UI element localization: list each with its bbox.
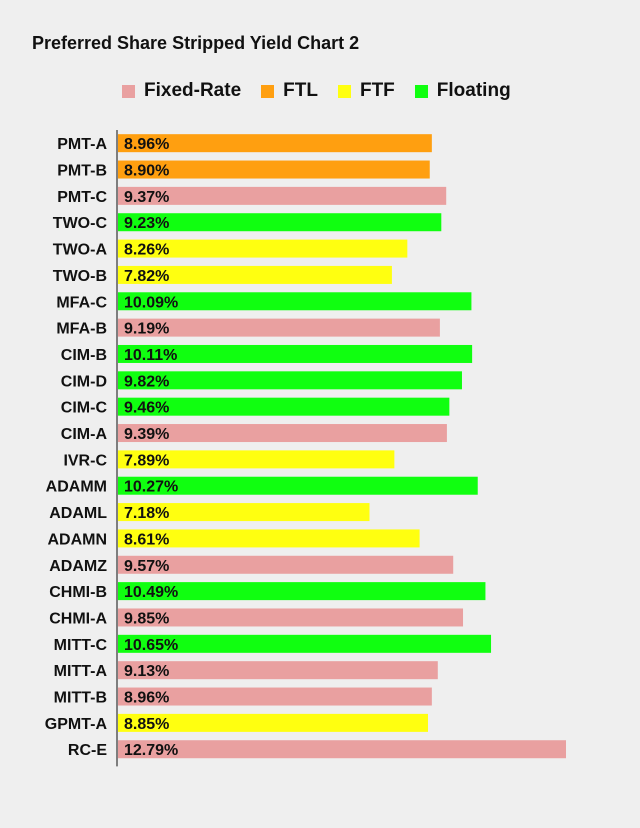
bar-data-label: 9.57% <box>124 558 169 575</box>
bar-data-label: 8.85% <box>124 716 169 733</box>
bar-data-label: 9.13% <box>124 663 169 680</box>
y-tick-label: MFA-B <box>56 321 107 338</box>
bar-adaml <box>118 503 370 522</box>
y-tick-label: CIM-A <box>61 426 108 443</box>
y-tick-label: ADAMN <box>47 531 107 548</box>
bar-data-label: 10.11% <box>124 347 177 364</box>
bar-data-label: 9.82% <box>124 373 169 390</box>
bar-data-label: 9.46% <box>124 400 169 417</box>
bar-chmi-a <box>118 608 464 627</box>
legend: Fixed-Rate FTL FTF Floating <box>122 80 531 102</box>
y-tick-label: CIM-D <box>61 373 107 390</box>
bar-data-label: 9.37% <box>124 189 169 206</box>
y-tick-label: PMT-A <box>57 136 107 153</box>
bar-data-label: 12.79% <box>124 742 178 759</box>
bar-cim-c <box>118 397 450 416</box>
bar-cim-d <box>118 371 462 390</box>
bar-ivr-c <box>118 450 395 469</box>
bar-pmt-b <box>118 160 430 179</box>
y-tick-label: ADAML <box>49 505 107 522</box>
legend-label-floating: Floating <box>436 80 511 101</box>
y-tick-label: CIM-C <box>61 400 108 417</box>
bar-two-c <box>118 213 442 232</box>
bar-data-label: 8.96% <box>124 136 169 153</box>
bar-data-label: 10.65% <box>124 637 178 654</box>
bar-mfa-b <box>118 318 440 337</box>
y-tick-label: MFA-C <box>56 294 107 311</box>
bar-data-label: 9.39% <box>124 426 169 443</box>
bar-data-label: 8.96% <box>124 690 169 707</box>
bar-adamn <box>118 529 420 548</box>
bar-data-label: 9.85% <box>124 610 169 627</box>
y-tick-label: GPMT-A <box>45 716 108 733</box>
y-tick-label: MITT-A <box>54 663 108 680</box>
bar-rc-e <box>118 740 566 759</box>
legend-item-ftf: FTF <box>337 80 395 102</box>
legend-item-fixed-rate: Fixed-Rate <box>122 80 241 102</box>
legend-label-fixed-rate: Fixed-Rate <box>144 80 242 101</box>
bar-data-label: 10.27% <box>124 479 178 496</box>
legend-item-ftl: FTL <box>261 80 318 102</box>
bar-mitt-a <box>118 661 438 680</box>
y-tick-label: CIM-B <box>61 347 107 364</box>
bar-data-label: 9.19% <box>124 321 169 338</box>
y-tick-label: MITT-B <box>54 690 107 707</box>
y-tick-label: TWO-C <box>53 215 108 232</box>
bar-data-label: 9.23% <box>124 215 169 232</box>
legend-item-floating: Floating <box>414 80 511 102</box>
bar-data-label: 8.90% <box>124 163 169 180</box>
bar-data-label: 7.89% <box>124 452 169 469</box>
bar-data-label: 10.09% <box>124 294 178 311</box>
bar-adamm <box>118 476 478 495</box>
y-tick-label: TWO-A <box>53 242 108 259</box>
legend-label-ftf: FTF <box>359 80 395 101</box>
y-tick-label: CHMI-B <box>49 584 107 601</box>
bar-gpmt-a <box>118 713 428 732</box>
bar-mitt-c <box>118 634 492 653</box>
legend-swatch-fixed-rate <box>122 84 135 98</box>
bar-two-a <box>118 239 408 258</box>
y-tick-label: MITT-C <box>54 637 108 654</box>
bar-mitt-b <box>118 687 432 706</box>
bar-pmt-c <box>118 186 447 205</box>
chart-title: Preferred Share Stripped Yield Chart 2 <box>32 33 360 53</box>
bar-data-label: 7.18% <box>124 505 169 522</box>
y-tick-label: ADAMM <box>46 479 107 496</box>
legend-swatch-floating <box>414 84 428 98</box>
legend-swatch-ftl <box>261 84 275 98</box>
y-tick-label: PMT-C <box>57 189 107 206</box>
bar-mfa-c <box>118 292 472 311</box>
y-tick-label: TWO-B <box>53 268 107 285</box>
bar-cim-a <box>118 424 447 443</box>
bar-data-label: 10.49% <box>124 584 178 601</box>
bar-cim-b <box>118 344 473 363</box>
bar-pmt-a <box>118 134 432 153</box>
y-tick-label: CHMI-A <box>49 610 107 627</box>
bar-chmi-b <box>118 582 486 601</box>
legend-swatch-ftf <box>337 84 351 98</box>
bar-data-label: 8.61% <box>124 531 169 548</box>
bar-data-label: 8.26% <box>124 242 169 259</box>
legend-label-ftl: FTL <box>283 80 318 101</box>
bar-two-b <box>118 265 392 284</box>
y-tick-label: PMT-B <box>57 163 107 180</box>
y-tick-label: ADAMZ <box>49 558 107 575</box>
bar-data-label: 7.82% <box>124 268 169 285</box>
y-tick-label: IVR-C <box>63 452 107 469</box>
bar-adamz <box>118 555 454 574</box>
y-tick-label: RC-E <box>68 742 107 759</box>
